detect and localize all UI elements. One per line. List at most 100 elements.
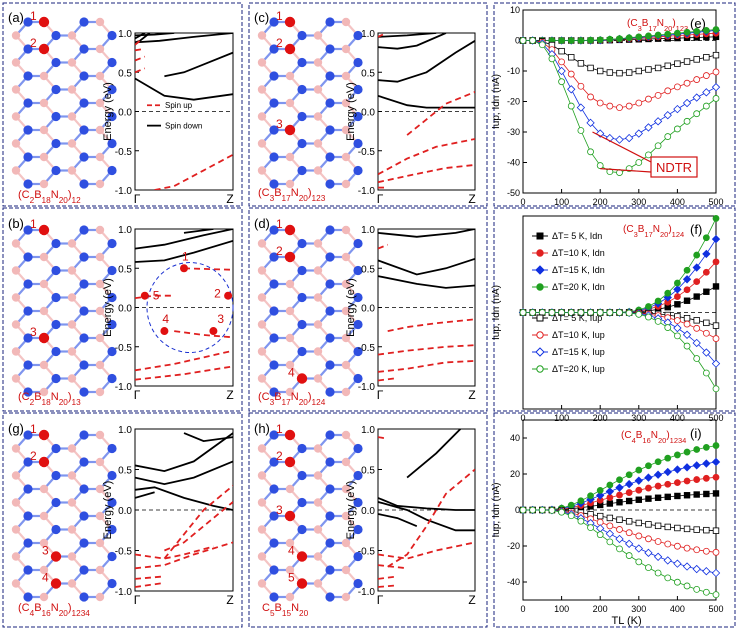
data-point-circle [654,317,662,325]
data-point-circle [683,320,691,328]
data-point-circle [712,215,720,222]
data-point-circle [645,303,652,310]
data-point-square [654,494,662,501]
data-point-circle [596,162,604,169]
boron-atom [313,293,323,302]
data-point-circle [558,508,565,516]
boron-atom [257,552,267,561]
spin-down-band [135,486,233,511]
panel-label-a: (a) [8,10,24,25]
text-span: (C [258,187,270,199]
boron-atom [95,152,105,162]
spin-down-band [378,497,475,511]
spin-up-band [378,360,475,373]
text-span: B [274,391,281,403]
y-tick-label: 0.0 [361,506,375,517]
text-span: (C [18,391,30,403]
subscript-span: 17 [644,230,652,239]
data-point-circle [567,309,575,316]
data-point-circle [664,480,672,488]
y-tick-label: -1.0 [358,587,376,598]
boron-atom [313,85,323,94]
data-point-square [683,492,691,499]
nitrogen-atom [269,225,279,235]
nitrogen-atom [269,333,279,343]
boron-atom [341,71,351,81]
nitrogen-atom [269,511,279,521]
nitrogen-atom [297,57,307,68]
subscript-span: 16 [42,609,52,618]
text-span: Iup, Idn (nA) [491,285,502,340]
subscript-span: 20 [658,436,666,445]
y-tick-label: -0.5 [115,547,133,558]
data-point-circle [625,102,633,110]
data-point-circle [635,532,643,540]
nitrogen-atom [325,333,335,343]
carbon-number: 2 [276,244,283,258]
boron-atom [257,320,267,329]
data-point-square [693,56,700,63]
carbon-number: 4 [288,366,295,380]
data-point-circle [702,588,710,596]
y-tick-label: -0.5 [358,343,376,354]
boron-atom [67,552,77,561]
band-plot-h: 1.0 0.5 0.0 -0.5 -1.0Γ Z Energy (eV) [345,425,476,607]
nitrogen-atom [23,179,33,189]
boron-atom [95,98,105,108]
boron-atom [11,85,21,94]
x-tick-label: 400 [670,604,685,614]
nitrogen-atom [107,319,117,330]
text-span: ) [668,224,671,235]
band-marker-label: 2 [214,287,221,301]
boron-atom [11,239,21,248]
formula-label-f: (C3B17N20)124 [623,224,684,239]
boron-atom [95,306,105,316]
nitrogen-atom [79,430,89,440]
data-point-circle [596,99,604,107]
nitrogen-atom [79,179,89,189]
data-point-square [703,288,710,295]
nitrogen-atom [107,30,117,41]
boron-atom [341,98,351,108]
nitrogen-atom [269,387,279,397]
boron-atom [67,266,77,275]
formula-label-e: (C3B17N20)123 [627,18,688,33]
data-point-square [712,490,720,497]
spin-up-band [378,344,475,356]
nitrogen-atom [79,565,89,575]
data-point-circle [702,474,710,482]
data-point-square [645,495,652,502]
x-tick-label: 200 [593,604,608,614]
data-point-circle [616,476,623,484]
spin-down-band [183,229,214,234]
formula-caption-h: C5B15N20 [262,602,309,618]
data-point-square [635,67,642,75]
band-marker [224,291,233,300]
carbon-number: 1 [30,9,37,23]
data-point-diamond [692,564,701,574]
carbon-number: 1 [30,422,37,436]
boron-atom [257,239,267,248]
x-tick-label: 100 [554,197,569,207]
legend-marker [536,232,544,240]
text-span: B [642,18,649,29]
data-point-circle [683,266,691,274]
nitrogen-atom [107,373,117,384]
data-point-circle [702,329,710,337]
data-point-square [712,283,720,290]
boron-atom [11,347,21,356]
subscript-span: 2 [30,196,35,205]
carbon-number: 3 [276,503,283,517]
data-point-circle [625,34,633,42]
nitrogen-atom [353,238,363,249]
boron-atom [67,498,77,507]
data-point-circle [596,36,604,44]
data-point-circle [587,93,594,101]
boron-atom [341,279,351,289]
data-point-square [703,54,710,61]
spin-up-band [378,33,384,38]
data-point-circle [702,27,710,34]
carbon-atom [50,551,62,562]
nitrogen-atom [23,484,33,494]
